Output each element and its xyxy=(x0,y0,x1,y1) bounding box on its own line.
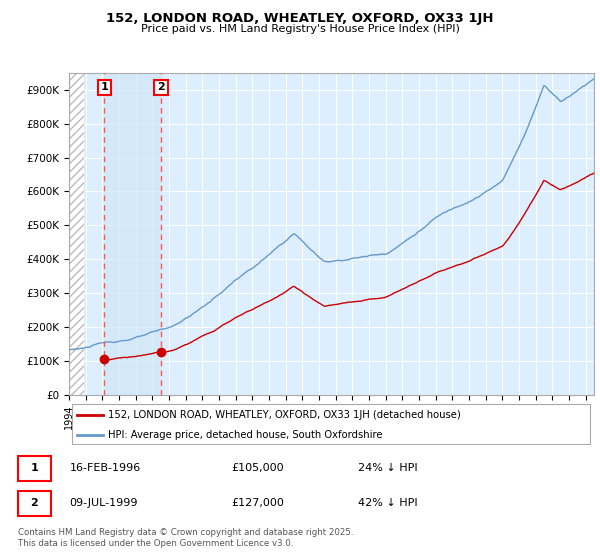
Text: 2: 2 xyxy=(31,498,38,508)
Text: 42% ↓ HPI: 42% ↓ HPI xyxy=(358,498,417,508)
FancyBboxPatch shape xyxy=(18,456,51,481)
Text: 24% ↓ HPI: 24% ↓ HPI xyxy=(358,463,417,473)
FancyBboxPatch shape xyxy=(71,404,590,444)
Text: 152, LONDON ROAD, WHEATLEY, OXFORD, OX33 1JH: 152, LONDON ROAD, WHEATLEY, OXFORD, OX33… xyxy=(106,12,494,25)
Text: 09-JUL-1999: 09-JUL-1999 xyxy=(70,498,138,508)
Text: £105,000: £105,000 xyxy=(231,463,284,473)
Text: Price paid vs. HM Land Registry's House Price Index (HPI): Price paid vs. HM Land Registry's House … xyxy=(140,24,460,34)
FancyBboxPatch shape xyxy=(18,491,51,516)
Text: 1: 1 xyxy=(100,82,108,92)
Text: HPI: Average price, detached house, South Oxfordshire: HPI: Average price, detached house, Sout… xyxy=(109,430,383,440)
Text: 2: 2 xyxy=(157,82,165,92)
Text: 16-FEB-1996: 16-FEB-1996 xyxy=(70,463,141,473)
Text: £127,000: £127,000 xyxy=(231,498,284,508)
Bar xyxy=(104,73,161,395)
Bar xyxy=(69,73,85,395)
Text: Contains HM Land Registry data © Crown copyright and database right 2025.
This d: Contains HM Land Registry data © Crown c… xyxy=(18,528,353,548)
Text: 1: 1 xyxy=(31,463,38,473)
Text: 152, LONDON ROAD, WHEATLEY, OXFORD, OX33 1JH (detached house): 152, LONDON ROAD, WHEATLEY, OXFORD, OX33… xyxy=(109,410,461,420)
